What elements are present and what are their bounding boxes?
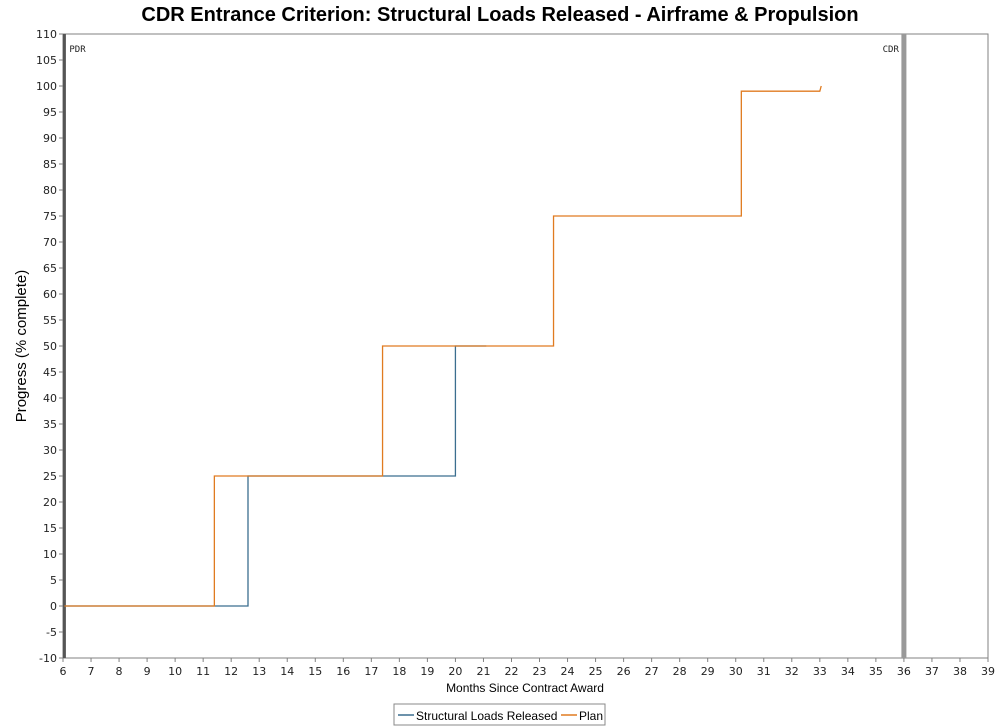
y-tick-label: 105 xyxy=(36,54,57,67)
x-tick-label: 26 xyxy=(617,665,631,678)
x-tick-label: 33 xyxy=(813,665,827,678)
x-tick-label: 8 xyxy=(116,665,123,678)
y-tick-label: 50 xyxy=(43,340,57,353)
y-tick-label: 35 xyxy=(43,418,57,431)
y-tick-label: 70 xyxy=(43,236,57,249)
y-tick-label: 90 xyxy=(43,132,57,145)
x-tick-label: 16 xyxy=(336,665,350,678)
phase-markers: PDR CDR xyxy=(62,34,907,658)
x-tick-label: 9 xyxy=(144,665,151,678)
x-axis-label: Months Since Contract Award xyxy=(446,681,604,695)
y-tick-label: 100 xyxy=(36,80,57,93)
x-tick-label: 23 xyxy=(533,665,547,678)
y-tick-label: 30 xyxy=(43,444,57,457)
y-tick-label: -10 xyxy=(39,652,57,665)
y-tick-label: 95 xyxy=(43,106,57,119)
chart-title: CDR Entrance Criterion: Structural Loads… xyxy=(141,4,858,26)
y-tick-label: 0 xyxy=(50,600,57,613)
y-axis: -10 -5 0 5 10 15 20 25 30 35 40 45 50 55 60 65 70 75 80 85 9… xyxy=(36,28,63,665)
y-tick-label: 60 xyxy=(43,288,57,301)
y-tick-label: 75 xyxy=(43,210,57,223)
x-tick-label: 24 xyxy=(561,665,575,678)
x-tick-label: 20 xyxy=(448,665,462,678)
legend: Structural Loads Released Plan xyxy=(393,703,606,726)
x-tick-label: 15 xyxy=(308,665,322,678)
y-tick-label: 40 xyxy=(43,392,57,405)
y-tick-label: 80 xyxy=(43,184,57,197)
y-tick-label: 55 xyxy=(43,314,57,327)
x-tick-label: 29 xyxy=(701,665,715,678)
x-tick-label: 37 xyxy=(925,665,939,678)
x-tick-label: 11 xyxy=(196,665,210,678)
x-tick-label: 31 xyxy=(757,665,771,678)
y-tick-label: 45 xyxy=(43,366,57,379)
x-tick-label: 22 xyxy=(504,665,518,678)
x-tick-label: 14 xyxy=(280,665,294,678)
x-tick-label: 30 xyxy=(729,665,743,678)
y-tick-label: 5 xyxy=(50,574,57,587)
x-tick-label: 32 xyxy=(785,665,799,678)
x-tick-label: 12 xyxy=(224,665,238,678)
x-tick-label: 39 xyxy=(981,665,995,678)
y-axis-label: Progress (% complete) xyxy=(13,270,30,423)
series-line-1 xyxy=(64,85,822,607)
x-axis: 6 7 8 9 10 11 12 13 14 15 16 17 18 19 20 21 22 23 24 25 26 27… xyxy=(60,658,995,678)
series-lines xyxy=(64,85,822,607)
y-tick-label: 65 xyxy=(43,262,57,275)
y-tick-label: 10 xyxy=(43,548,57,561)
x-tick-label: 7 xyxy=(88,665,95,678)
x-tick-label: 38 xyxy=(953,665,967,678)
y-tick-label: 15 xyxy=(43,522,57,535)
legend-label-plan: Plan xyxy=(579,709,603,723)
y-tick-label: 20 xyxy=(43,496,57,509)
y-tick-label: -5 xyxy=(46,626,57,639)
legend-box xyxy=(393,703,606,726)
marker-label-pdr: PDR xyxy=(69,45,86,55)
x-tick-label: 35 xyxy=(869,665,883,678)
x-tick-label: 28 xyxy=(673,665,687,678)
y-tick-label: 25 xyxy=(43,470,57,483)
x-tick-label: 17 xyxy=(364,665,378,678)
x-tick-label: 18 xyxy=(392,665,406,678)
x-tick-label: 25 xyxy=(589,665,603,678)
x-tick-label: 36 xyxy=(897,665,911,678)
x-tick-label: 19 xyxy=(420,665,434,678)
x-tick-label: 10 xyxy=(168,665,182,678)
x-tick-label: 13 xyxy=(252,665,266,678)
x-tick-label: 6 xyxy=(60,665,67,678)
legend-label-structural-loads: Structural Loads Released xyxy=(416,709,557,723)
x-tick-label: 21 xyxy=(476,665,490,678)
y-tick-label: 110 xyxy=(36,28,57,41)
x-tick-label: 34 xyxy=(841,665,855,678)
x-tick-label: 27 xyxy=(645,665,659,678)
marker-label-cdr: CDR xyxy=(883,45,900,55)
y-tick-label: 85 xyxy=(43,158,57,171)
